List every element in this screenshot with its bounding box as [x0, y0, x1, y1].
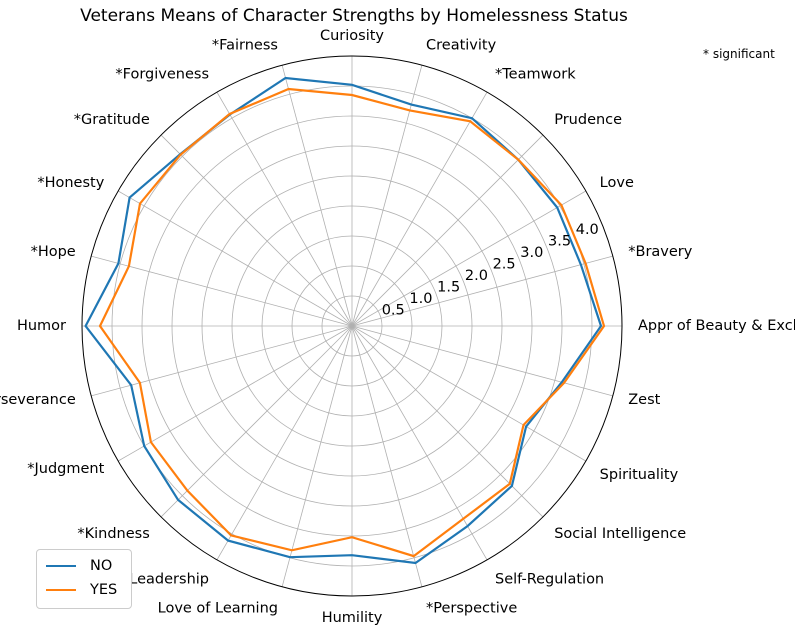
- category-label-8: *Fairness: [212, 38, 278, 54]
- grid: [81, 55, 623, 597]
- category-label-14: *Perseverance: [0, 392, 76, 408]
- grid-spoke-11: [117, 190, 353, 327]
- series-lines: [84, 76, 606, 565]
- r-tick-label-4: 2.0: [465, 268, 488, 284]
- r-tick-label-3: 1.5: [437, 280, 460, 296]
- category-label-13: Humor: [17, 318, 66, 334]
- category-label-22: Social Intelligence: [554, 526, 686, 542]
- radial-tick-labels: 0.51.0 1.5 2.0 2.53.0 3.5 4.0: [382, 222, 599, 318]
- category-label-16: *Kindness: [77, 526, 149, 542]
- r-tick-label-1: 0.5: [382, 303, 405, 319]
- grid-spoke-24: [351, 325, 613, 397]
- category-labels: Appr of Beauty & Excll *Bravery Love Pruden…: [0, 28, 795, 626]
- category-label-3: Love: [600, 175, 634, 191]
- grid-spoke-18: [281, 325, 353, 587]
- category-label-20: *Perspective: [426, 600, 517, 616]
- category-label-10: *Gratitude: [74, 112, 150, 128]
- grid-spoke-17: [216, 325, 353, 561]
- category-label-24: Zest: [628, 392, 660, 408]
- category-label-2: *Bravery: [628, 244, 693, 260]
- category-label-23: Spirituality: [600, 467, 679, 483]
- grid-spoke-8: [281, 65, 353, 327]
- category-label-11: *Honesty: [37, 175, 104, 191]
- legend-item-yes: YES: [46, 581, 117, 599]
- grid-spoke-23: [351, 325, 587, 462]
- legend-swatch-yes: [46, 589, 76, 591]
- category-label-21: Self-Regulation: [495, 572, 604, 588]
- grid-spoke-3: [351, 190, 587, 327]
- grid-spoke-21: [351, 325, 488, 561]
- grid-spoke-12: [91, 255, 353, 327]
- category-label-19: Humility: [322, 610, 383, 626]
- legend-swatch-no: [46, 565, 76, 567]
- grid-spoke-5: [351, 91, 488, 327]
- category-label-4: Prudence: [554, 112, 622, 128]
- series-line-yes: [98, 87, 606, 558]
- r-tick-label-8: 4.0: [576, 222, 599, 238]
- category-label-15: *Judgment: [27, 461, 104, 477]
- grid-spoke-6: [351, 65, 423, 327]
- series-line-no: [84, 76, 603, 565]
- category-label-5: *Teamwork: [495, 66, 576, 82]
- legend-label-no: NO: [90, 558, 113, 574]
- category-label-6: Creativity: [426, 38, 497, 54]
- grid-spoke-10: [160, 134, 353, 327]
- r-tick-label-2: 1.0: [409, 291, 432, 307]
- category-label-17: Leadership: [129, 572, 209, 588]
- grid-spoke-15: [117, 325, 353, 462]
- legend: NO YES: [36, 549, 132, 609]
- chart-title: Veterans Means of Character Strengths by…: [80, 6, 628, 26]
- grid-spoke-9: [216, 91, 353, 327]
- legend-label-yes: YES: [90, 582, 118, 598]
- grid-spoke-14: [91, 325, 353, 397]
- legend-item-no: NO: [46, 557, 112, 575]
- grid-spoke-2: [351, 255, 613, 327]
- category-label-9: *Forgiveness: [115, 66, 209, 82]
- grid-spoke-16: [160, 325, 353, 518]
- r-tick-label-6: 3.0: [520, 245, 543, 261]
- r-tick-label-7: 3.5: [548, 234, 571, 250]
- category-label-1: Appr of Beauty & Excll: [638, 318, 795, 334]
- grid-spoke-20: [351, 325, 423, 587]
- significance-note: * significant: [703, 47, 775, 61]
- grid-spoke-4: [351, 134, 544, 327]
- category-label-7: Curiosity: [320, 28, 384, 44]
- category-label-12: *Hope: [31, 244, 76, 260]
- category-label-18: Love of Learning: [158, 600, 278, 616]
- r-tick-label-5: 2.5: [493, 257, 516, 273]
- polar-frame: [81, 55, 623, 597]
- grid-spoke-22: [351, 325, 544, 518]
